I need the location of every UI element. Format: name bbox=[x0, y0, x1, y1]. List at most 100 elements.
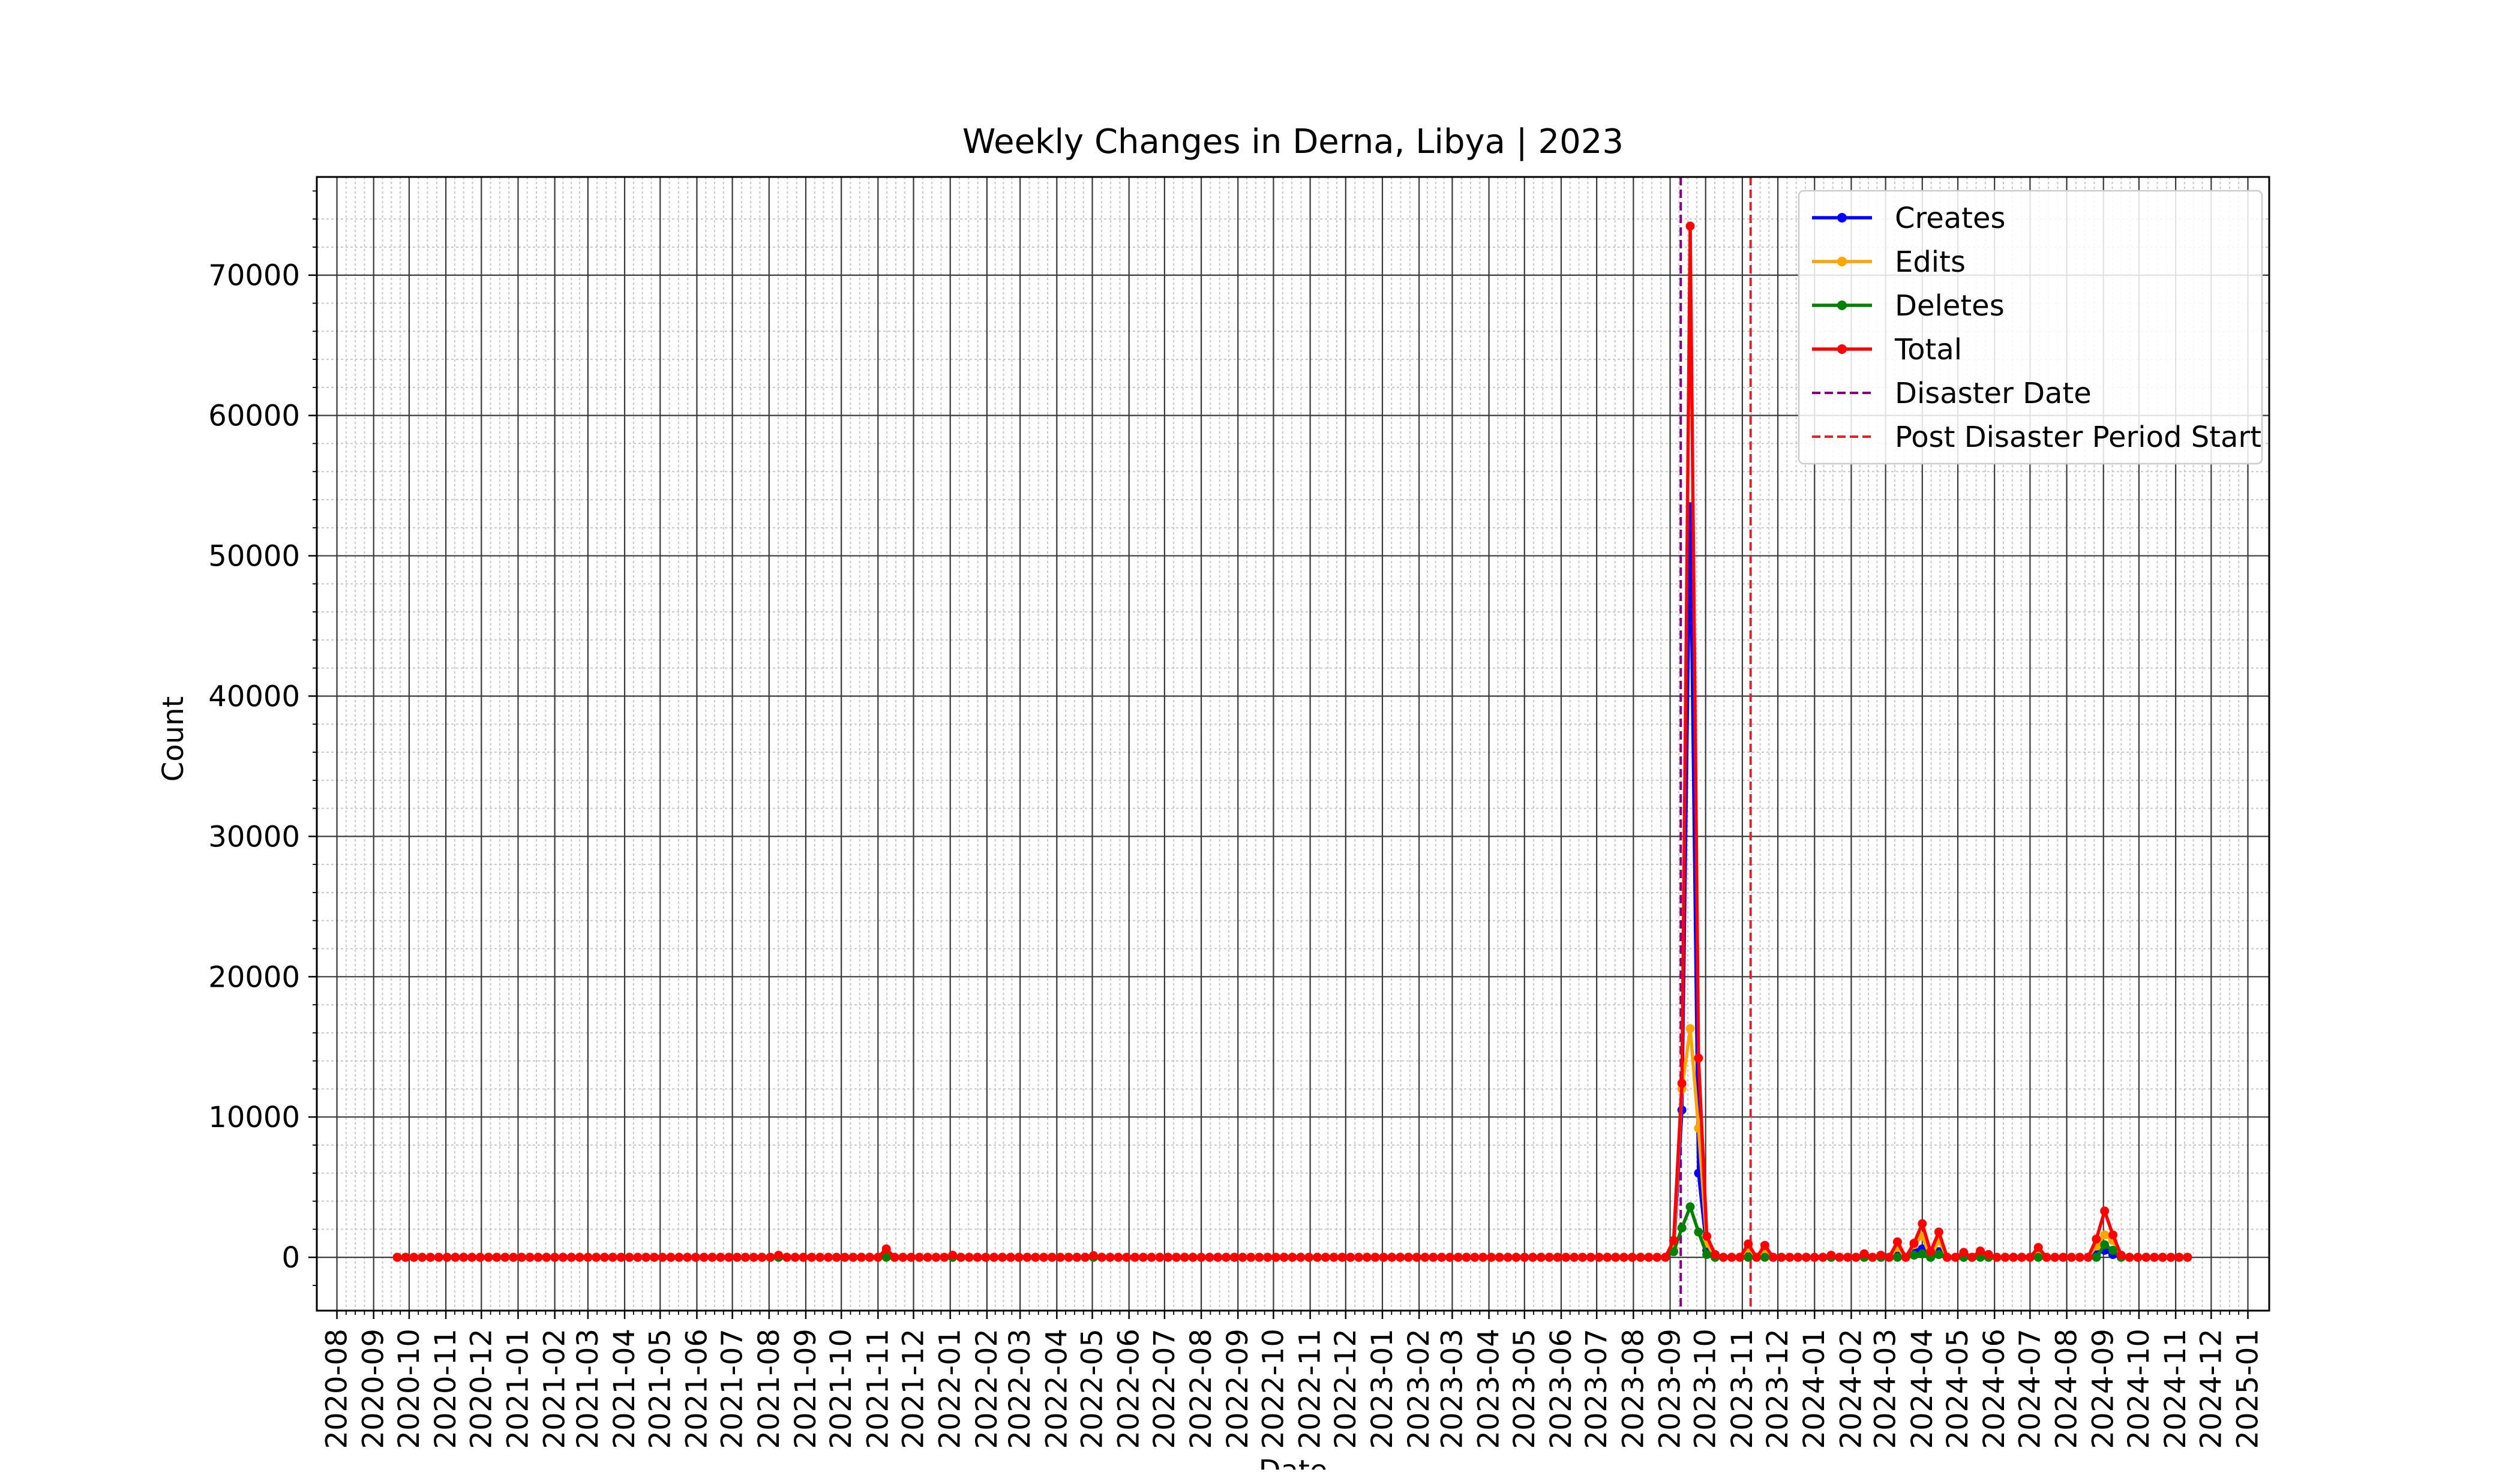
data-point-total bbox=[832, 1252, 841, 1262]
data-point-deletes bbox=[2100, 1240, 2110, 1249]
data-point-total bbox=[533, 1252, 543, 1262]
legend-label: Disaster Date bbox=[1895, 377, 2092, 410]
data-point-total bbox=[674, 1252, 684, 1262]
data-point-total bbox=[1652, 1252, 1662, 1262]
axes bbox=[308, 176, 2270, 1319]
x-tick-label: 2021-05 bbox=[643, 1329, 677, 1449]
legend-entry-edits: Edits bbox=[1812, 245, 1966, 279]
data-point-total bbox=[749, 1252, 758, 1262]
data-point-total bbox=[956, 1252, 965, 1262]
data-point-total bbox=[790, 1252, 800, 1262]
data-point-total bbox=[1337, 1252, 1347, 1262]
legend-entry-disaster-date: Disaster Date bbox=[1812, 377, 2092, 410]
data-point-total bbox=[873, 1252, 883, 1262]
x-tick-label: 2024-07 bbox=[2013, 1329, 2047, 1449]
data-point-total bbox=[1934, 1227, 1943, 1237]
data-point-total bbox=[1213, 1252, 1223, 1262]
data-point-total bbox=[2116, 1251, 2126, 1260]
x-tick-label: 2022-02 bbox=[970, 1329, 1004, 1449]
data-point-total bbox=[774, 1251, 784, 1260]
data-point-total bbox=[1147, 1252, 1156, 1262]
data-point-total bbox=[1528, 1252, 1538, 1262]
x-tick-label: 2024-03 bbox=[1869, 1329, 1903, 1449]
legend-label: Creates bbox=[1895, 202, 2006, 235]
data-point-total bbox=[1412, 1252, 1421, 1262]
data-point-total bbox=[1669, 1236, 1678, 1245]
legend-box bbox=[1798, 190, 2263, 465]
major-grid bbox=[317, 177, 2269, 1311]
data-point-total bbox=[1835, 1252, 1844, 1262]
data-point-total bbox=[1205, 1252, 1214, 1262]
x-tick-label: 2022-11 bbox=[1294, 1329, 1327, 1449]
data-point-deletes bbox=[1760, 1252, 1769, 1262]
x-tick-label: 2020-12 bbox=[464, 1329, 498, 1449]
data-point-total bbox=[1163, 1252, 1173, 1262]
x-tick-label: 2023-07 bbox=[1580, 1329, 1613, 1449]
data-point-total bbox=[2000, 1252, 2010, 1262]
x-tick-label: 2020-08 bbox=[320, 1329, 354, 1449]
data-point-total bbox=[1553, 1252, 1562, 1262]
data-point-total bbox=[1503, 1252, 1513, 1262]
data-point-total bbox=[981, 1252, 991, 1262]
data-point-total bbox=[1379, 1252, 1388, 1262]
data-point-total bbox=[940, 1252, 949, 1262]
data-point-total bbox=[1321, 1252, 1330, 1262]
data-point-total bbox=[1644, 1252, 1654, 1262]
data-point-deletes bbox=[1976, 1252, 1985, 1262]
x-tick-label: 2023-09 bbox=[1654, 1329, 1687, 1449]
x-tick-label: 2022-06 bbox=[1112, 1329, 1146, 1449]
data-point-total bbox=[1047, 1252, 1057, 1262]
data-point-total bbox=[484, 1252, 493, 1262]
data-point-total bbox=[2075, 1252, 2084, 1262]
data-point-total bbox=[392, 1252, 402, 1262]
x-tick-label: 2021-08 bbox=[752, 1329, 786, 1449]
data-point-total bbox=[1130, 1252, 1140, 1262]
data-point-total bbox=[1594, 1252, 1604, 1262]
x-tick-label: 2023-02 bbox=[1402, 1329, 1436, 1449]
data-point-total bbox=[1578, 1252, 1587, 1262]
data-point-total bbox=[2042, 1252, 2051, 1262]
data-point-total bbox=[616, 1252, 626, 1262]
data-point-total bbox=[1370, 1252, 1380, 1262]
data-point-total bbox=[815, 1252, 825, 1262]
series-lines bbox=[392, 221, 2192, 1262]
data-point-total bbox=[1868, 1252, 1877, 1262]
data-point-total bbox=[699, 1252, 709, 1262]
data-point-deletes bbox=[1669, 1247, 1678, 1257]
data-point-edits bbox=[2100, 1230, 2110, 1240]
data-point-total bbox=[807, 1252, 817, 1262]
data-point-total bbox=[1661, 1252, 1670, 1262]
data-point-total bbox=[1619, 1252, 1628, 1262]
data-point-total bbox=[2183, 1252, 2192, 1262]
x-tick-label: 2022-07 bbox=[1148, 1329, 1181, 1449]
data-point-total bbox=[1752, 1252, 1762, 1262]
data-point-total bbox=[733, 1252, 742, 1262]
data-point-deletes bbox=[1892, 1252, 1902, 1262]
data-point-total bbox=[1196, 1252, 1206, 1262]
data-point-total bbox=[500, 1252, 510, 1262]
data-point-total bbox=[2158, 1252, 2167, 1262]
data-point-total bbox=[475, 1252, 485, 1262]
data-point-total bbox=[1536, 1252, 1546, 1262]
data-point-deletes bbox=[1677, 1223, 1687, 1233]
data-point-deletes bbox=[881, 1252, 891, 1262]
x-tick-label: 2024-10 bbox=[2122, 1329, 2156, 1449]
x-tick-label: 2021-10 bbox=[824, 1329, 858, 1449]
x-tick-label: 2023-04 bbox=[1472, 1329, 1506, 1449]
data-point-total bbox=[1055, 1252, 1065, 1262]
data-point-total bbox=[1760, 1240, 1769, 1250]
data-point-total bbox=[1180, 1252, 1189, 1262]
data-point-total bbox=[1685, 221, 1695, 231]
data-point-total bbox=[1810, 1252, 1819, 1262]
data-point-total bbox=[683, 1252, 692, 1262]
x-tick-label: 2021-11 bbox=[861, 1329, 895, 1449]
data-point-total bbox=[907, 1252, 916, 1262]
x-axis-label: Date bbox=[1259, 1454, 1328, 1470]
data-point-deletes bbox=[1909, 1251, 1919, 1260]
data-point-total bbox=[1097, 1252, 1106, 1262]
data-point-total bbox=[1462, 1252, 1471, 1262]
data-point-total bbox=[592, 1252, 601, 1262]
data-point-total bbox=[2108, 1230, 2117, 1240]
data-point-deletes bbox=[1694, 1227, 1703, 1237]
